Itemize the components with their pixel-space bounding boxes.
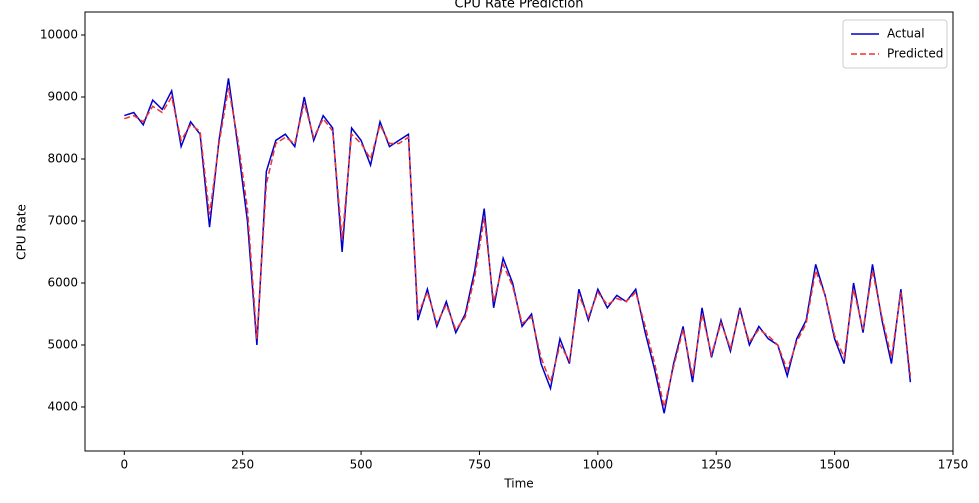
- x-tick-label: 1750: [938, 458, 969, 472]
- x-axis-label: Time: [503, 477, 533, 491]
- x-tick-label: 1000: [583, 458, 614, 472]
- x-tick-label: 750: [468, 458, 491, 472]
- x-tick-label: 1250: [701, 458, 732, 472]
- y-tick-label: 7000: [47, 213, 78, 227]
- legend-label: Predicted: [887, 47, 943, 61]
- plot-frame: [84, 11, 954, 452]
- y-tick-label: 5000: [47, 337, 78, 351]
- chart-title: CPU Rate Prediction: [454, 0, 583, 12]
- y-tick-label: 10000: [40, 28, 78, 42]
- y-tick-label: 9000: [47, 89, 78, 103]
- x-tick-label: 250: [231, 458, 254, 472]
- series-line: [124, 87, 912, 408]
- y-tick-label: 4000: [47, 399, 78, 413]
- x-tick-label: 500: [350, 458, 373, 472]
- legend-box: [842, 19, 948, 69]
- y-tick-label: 8000: [47, 151, 78, 165]
- x-tick-label: 1500: [819, 458, 850, 472]
- legend-label: Actual: [887, 27, 925, 41]
- x-tick-label: 0: [120, 458, 128, 472]
- y-axis-label: CPU Rate: [15, 204, 29, 260]
- y-tick-label: 6000: [47, 275, 78, 289]
- series-line: [124, 78, 912, 414]
